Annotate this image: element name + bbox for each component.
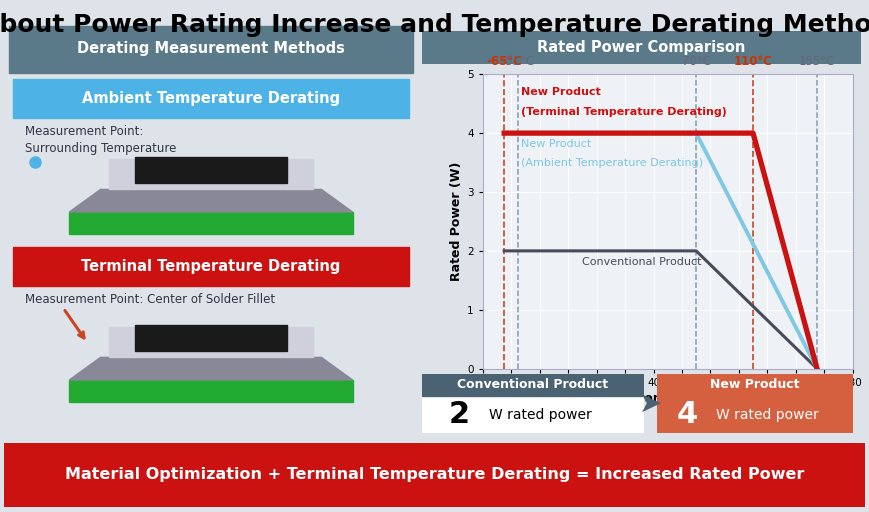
Bar [109,327,312,357]
Bar [13,79,408,118]
Bar [135,157,287,183]
Bar [70,380,352,402]
Text: Conventional Product: Conventional Product [457,378,607,392]
Text: Measurement Point: Center of Solder Fillet: Measurement Point: Center of Solder Fill… [25,293,275,306]
Polygon shape [70,357,352,380]
Text: W rated power: W rated power [715,408,818,422]
Bar [421,374,643,396]
Text: New Product: New Product [521,139,591,149]
Y-axis label: Rated Power (W): Rated Power (W) [449,162,462,281]
Text: 155°C: 155°C [798,55,834,68]
Bar [140,165,282,182]
Text: 2: 2 [448,400,469,430]
Bar [70,212,352,234]
Text: Terminal Temperature Derating: Terminal Temperature Derating [81,259,341,273]
Text: Derating Measurement Methods: Derating Measurement Methods [77,41,344,56]
Bar [13,247,408,286]
Text: -55°C: -55°C [501,55,534,68]
Text: (Ambient Temperature Derating): (Ambient Temperature Derating) [521,158,702,168]
Bar [109,159,312,189]
Text: About Power Rating Increase and Temperature Derating Method: About Power Rating Increase and Temperat… [0,13,869,37]
Text: 4: 4 [676,400,697,430]
Text: Rated Power Comparison: Rated Power Comparison [537,40,745,55]
Text: Ambient Temperature Derating: Ambient Temperature Derating [82,91,340,105]
Text: New Product: New Product [521,87,600,97]
Text: 110°C: 110°C [733,55,772,68]
Text: ➤: ➤ [639,390,661,417]
X-axis label: Temperature (°C): Temperature (°C) [607,392,727,405]
Text: Material Optimization + Terminal Temperature Derating = Increased Rated Power: Material Optimization + Terminal Tempera… [65,467,803,482]
Text: Conventional Product: Conventional Product [581,257,701,267]
Text: 70°C: 70°C [681,55,710,68]
Text: -65°C: -65°C [486,55,521,68]
Text: New Product: New Product [709,378,799,392]
Text: Measurement Point:
Surrounding Temperature: Measurement Point: Surrounding Temperatu… [25,125,176,155]
Bar [135,325,287,351]
Text: (Terminal Temperature Derating): (Terminal Temperature Derating) [521,106,726,117]
Bar [9,26,413,73]
Bar [140,333,282,350]
Text: W rated power: W rated power [488,408,591,422]
Polygon shape [70,189,352,212]
